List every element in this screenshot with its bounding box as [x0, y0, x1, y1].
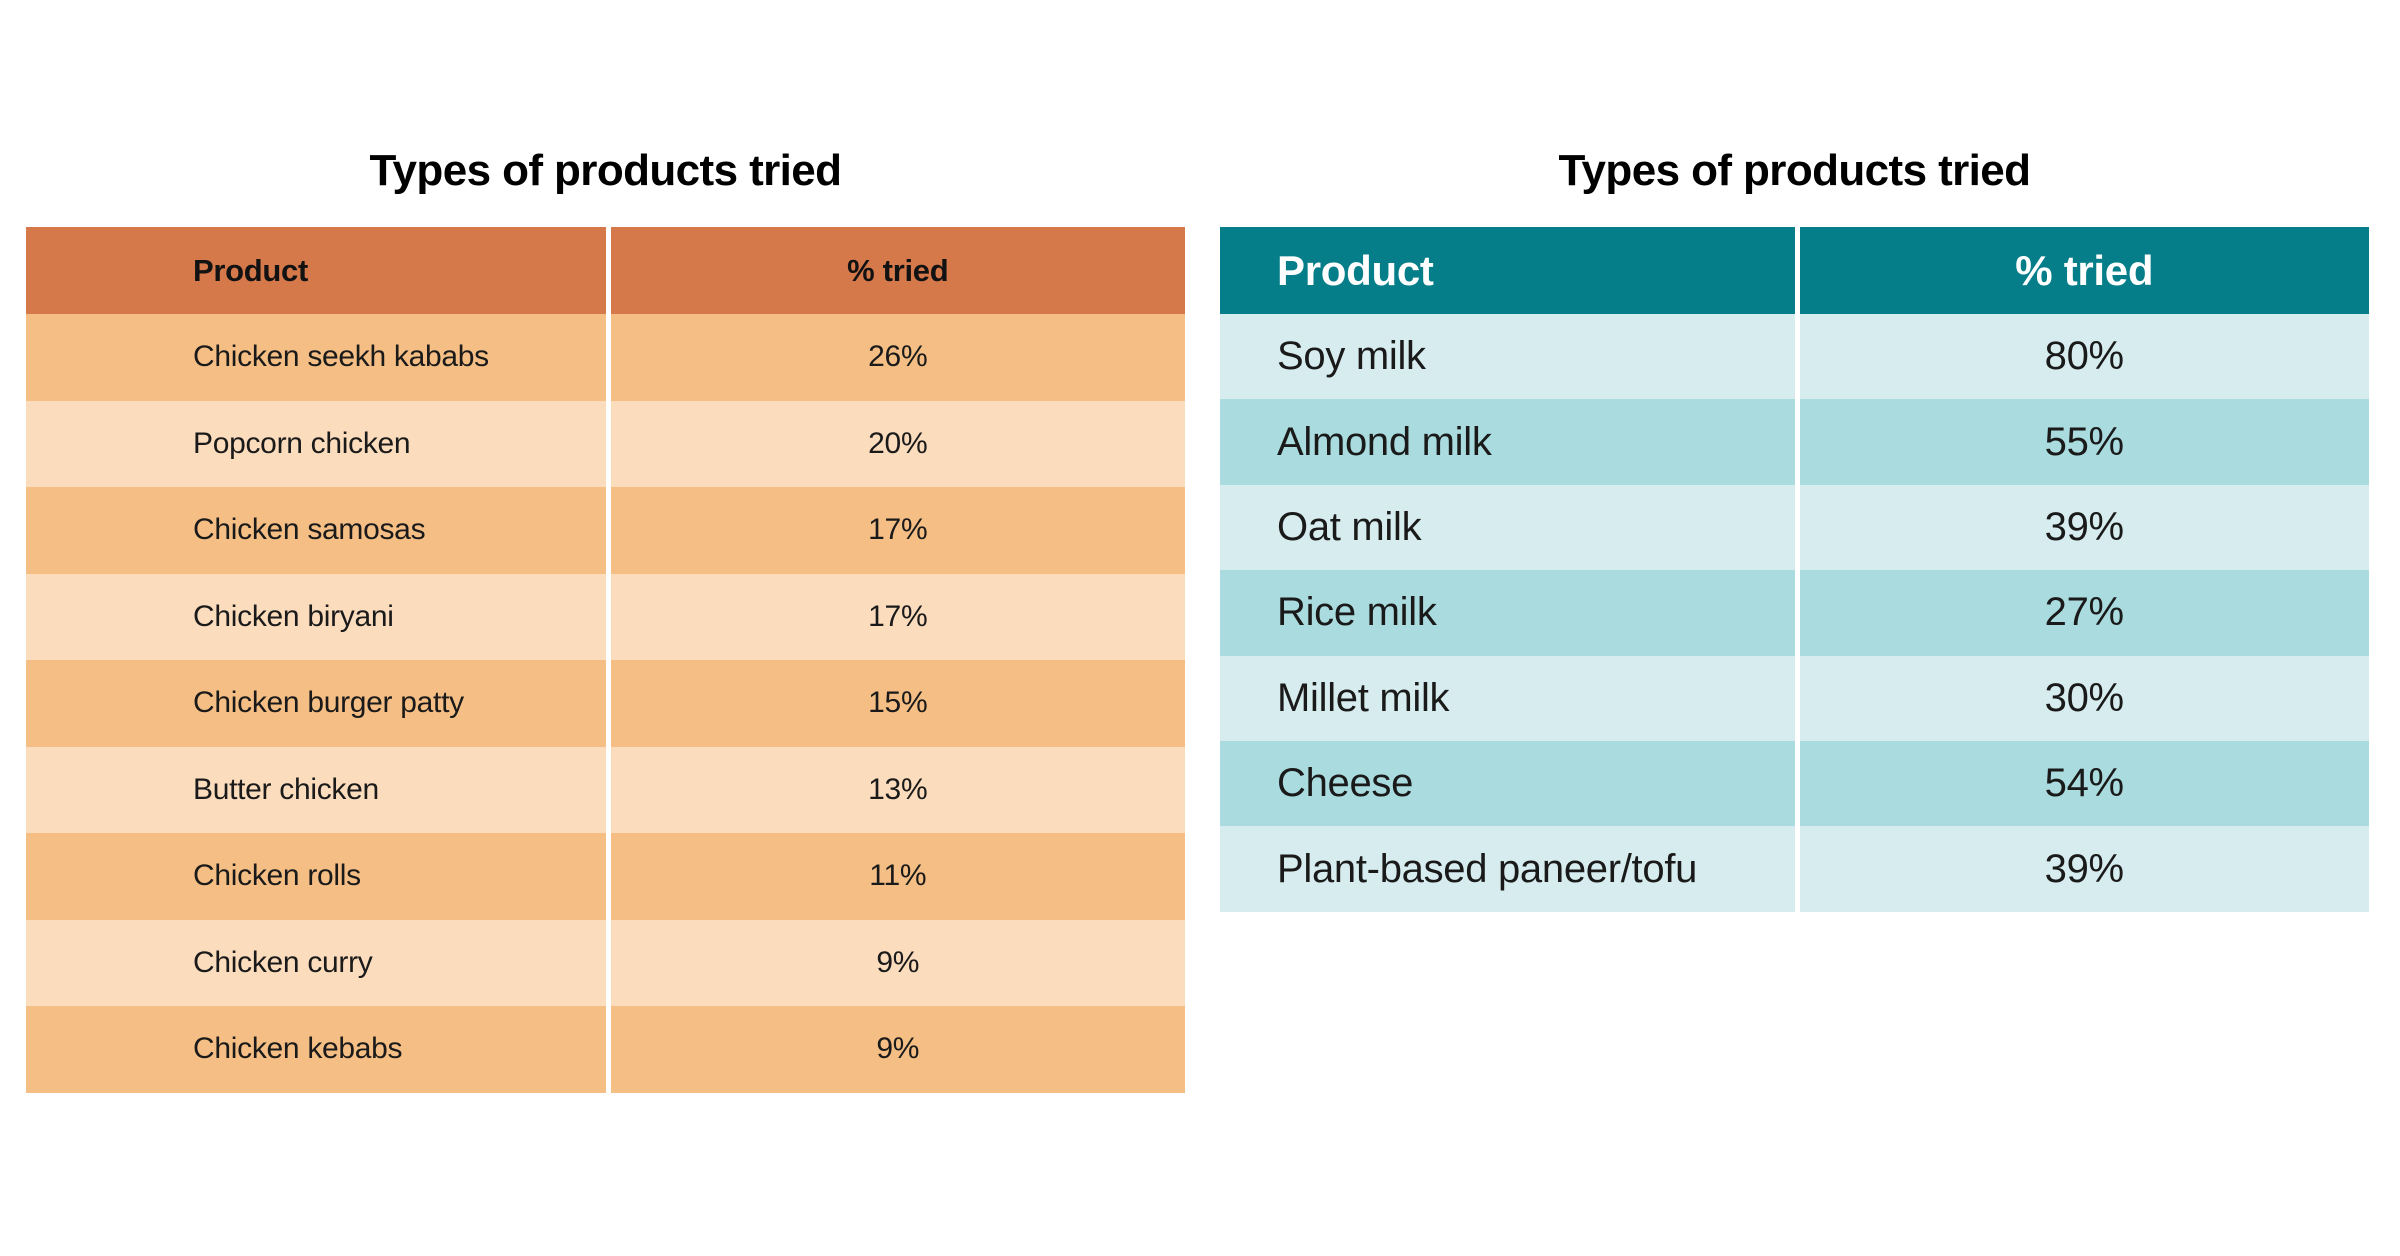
percent-cell: 15%	[605, 660, 1186, 747]
table-row: Chicken kebabs 9%	[26, 1006, 1185, 1093]
percent-cell: 17%	[605, 487, 1186, 574]
left-table-title: Types of products tried	[369, 146, 842, 195]
table-row: Millet milk 30%	[1220, 655, 2370, 741]
percent-cell: 30%	[1794, 655, 2370, 741]
table-row: Almond milk 55%	[1220, 399, 2370, 485]
percent-cell: 9%	[605, 919, 1186, 1006]
product-cell: Butter chicken	[193, 772, 379, 806]
product-cell: Rice milk	[1277, 590, 1437, 635]
product-cell: Plant-based paneer/tofu	[1277, 846, 1698, 891]
table-row: Butter chicken 13%	[26, 746, 1186, 833]
product-cell: Soy milk	[1277, 334, 1426, 379]
percent-cell: 13%	[605, 746, 1186, 833]
product-cell: Chicken kebabs	[193, 1032, 403, 1066]
percent-cell: 11%	[605, 833, 1186, 920]
table-row: Chicken seekh kababs 26%	[26, 314, 1185, 401]
percent-tried-column-header: % tried	[1794, 227, 2370, 314]
product-cell: Cheese	[1277, 761, 1414, 806]
product-column-header: Product	[1277, 246, 1434, 294]
right-table-title: Types of products tried	[1558, 146, 2031, 195]
product-cell: Chicken seekh kababs	[193, 340, 489, 374]
header-row: Product % tried	[1220, 227, 2369, 314]
product-cell: Popcorn chicken	[193, 426, 411, 460]
product-cell: Chicken curry	[193, 945, 373, 979]
product-cell: Chicken rolls	[193, 859, 361, 893]
product-cell: Almond milk	[1277, 419, 1492, 464]
table-row: Oat milk 39%	[1220, 484, 2370, 571]
percent-cell: 17%	[605, 573, 1186, 660]
table-row: Rice milk 27%	[1220, 570, 2370, 656]
product-column-header: Product	[193, 252, 309, 288]
table-row: Soy milk 80%	[1220, 314, 2370, 400]
percent-cell: 55%	[1794, 399, 2370, 485]
percent-cell: 39%	[1794, 484, 2370, 571]
table-row: Chicken samosas 17%	[26, 487, 1185, 574]
table-row: Chicken burger patty 15%	[26, 660, 1185, 747]
product-cell: Chicken burger patty	[193, 686, 464, 720]
percent-cell: 26%	[605, 314, 1186, 401]
percent-cell: 9%	[605, 1006, 1186, 1093]
percent-cell: 27%	[1794, 570, 2370, 656]
table-row: Popcorn chicken 20%	[26, 400, 1186, 487]
table-row: Plant-based paneer/tofu 39%	[1220, 826, 2370, 912]
table-row: Chicken biryani 17%	[26, 573, 1186, 660]
percent-cell: 39%	[1794, 826, 2370, 912]
percent-cell: 54%	[1794, 740, 2370, 827]
table-row: Chicken rolls 11%	[26, 833, 1185, 920]
chicken-products-table: Product% tried Chicken seekh kababs 26% Pop…	[26, 227, 1185, 1093]
product-cell: Chicken samosas	[193, 513, 426, 547]
product-cell: Oat milk	[1277, 504, 1422, 549]
product-cell: Millet milk	[1277, 675, 1450, 720]
percent-tried-column-header: % tried	[605, 227, 1186, 314]
table-row: Chicken curry 9%	[26, 919, 1186, 1006]
table-row: Cheese 54%	[1220, 740, 2370, 827]
percent-cell: 20%	[605, 400, 1186, 487]
header-row: Product % tried	[26, 227, 1185, 314]
percent-cell: 80%	[1794, 314, 2370, 400]
product-cell: Chicken biryani	[193, 599, 394, 633]
plant-based-products-table: Product% tried Soy milk 80% Almond milk 55% O…	[1220, 227, 2369, 912]
